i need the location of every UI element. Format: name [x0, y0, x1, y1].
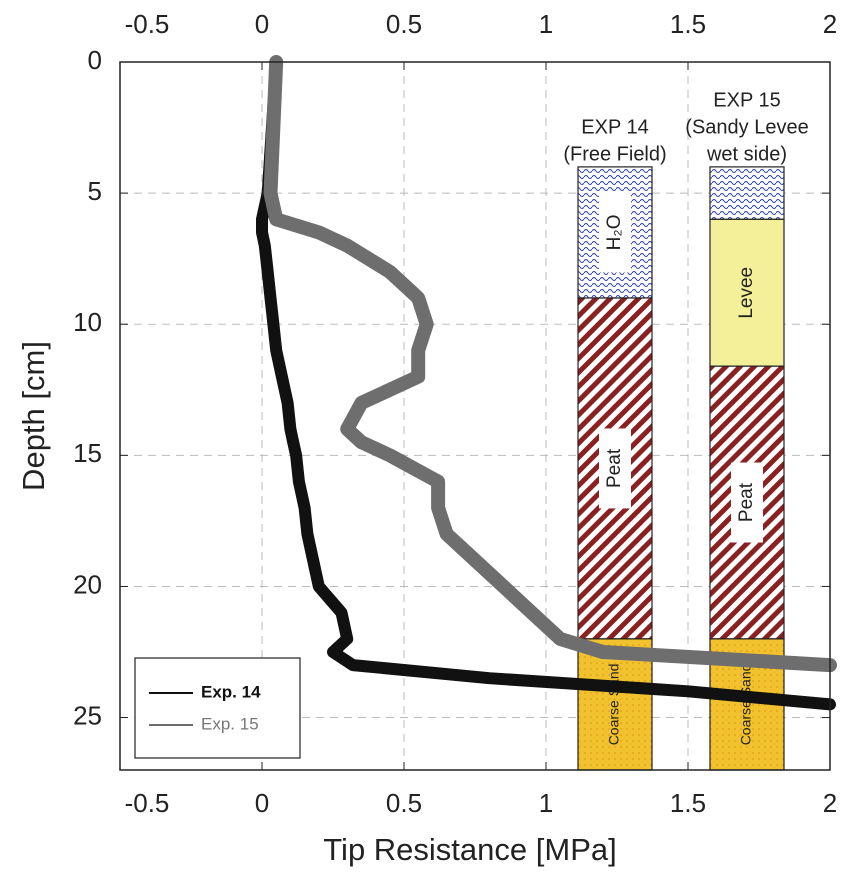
x-tick-label: -0.5 [125, 788, 170, 818]
y-tick-label: 0 [88, 45, 102, 75]
legend-label: Exp. 14 [201, 682, 261, 701]
layer-label: Coarse Sand [738, 664, 754, 746]
x-tick-label: 2 [823, 788, 837, 818]
x-axis-label: Tip Resistance [MPa] [323, 832, 616, 867]
x-tick-label-top: 1 [539, 9, 553, 39]
x-tick-label-top: 1.5 [670, 9, 706, 39]
x-tick-label-top: -0.5 [125, 9, 170, 39]
soil-layer [709, 218, 785, 367]
label-box [599, 192, 631, 273]
layer-label: Coarse Sand [606, 664, 622, 746]
x-tick-label-top: 0 [255, 9, 269, 39]
x-tick-label-top: 2 [823, 9, 837, 39]
column-title: (Free Field) [563, 143, 666, 165]
plot-frame [119, 61, 831, 771]
layer-label: Levee [736, 267, 757, 319]
x-tick-label-top: 0.5 [386, 9, 422, 39]
y-tick-label: 5 [88, 176, 102, 206]
y-tick-label: 10 [73, 307, 102, 337]
legend-box [134, 657, 301, 759]
layer-label: Peat [736, 482, 757, 522]
x-tick-label: 1.5 [670, 788, 706, 818]
label-box [599, 428, 631, 509]
series-line [263, 55, 837, 673]
column-title: wet side) [706, 143, 787, 165]
x-tick-label: 0.5 [386, 788, 422, 818]
y-tick-label: 20 [73, 569, 102, 599]
series-line [256, 56, 836, 711]
y-tick-label: 25 [73, 700, 102, 730]
soil-layer [709, 166, 785, 220]
x-tick-label: 0 [255, 788, 269, 818]
y-axis-label: Depth [cm] [16, 341, 51, 491]
column-title: (Sandy Levee [685, 116, 808, 138]
column-title: EXP 14 [581, 116, 648, 138]
label-box [731, 462, 763, 543]
legend-label: Exp. 15 [201, 714, 259, 733]
y-tick-label: 15 [73, 438, 102, 468]
layer-label: Peat [604, 448, 625, 488]
column-title: EXP 15 [713, 89, 780, 111]
x-tick-label: 1 [539, 788, 553, 818]
layer-label: H₂O [604, 214, 625, 250]
